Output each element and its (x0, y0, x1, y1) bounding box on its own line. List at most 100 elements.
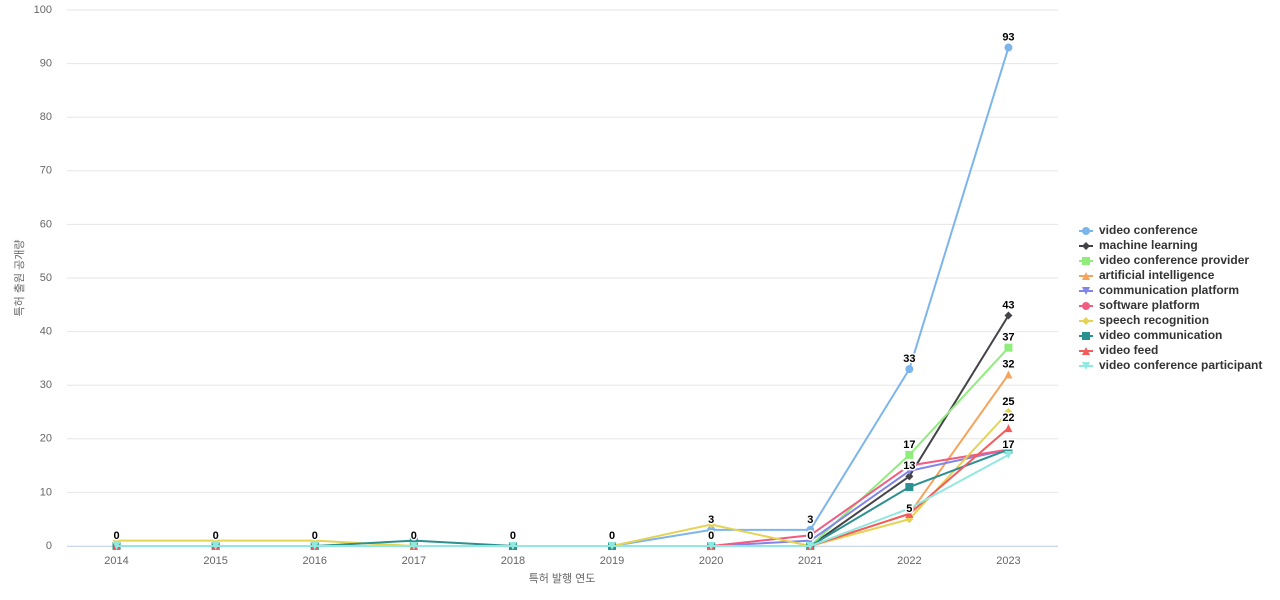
marker (806, 542, 815, 550)
legend-label[interactable]: video conference (1099, 223, 1198, 237)
x-tick-label: 2023 (996, 555, 1020, 567)
legend-label[interactable]: video communication (1099, 328, 1222, 342)
data-label: 0 (609, 530, 615, 542)
x-tick-label: 2014 (104, 555, 128, 567)
series (707, 311, 1013, 550)
y-tick-label: 50 (40, 272, 52, 284)
x-tick-label: 2021 (798, 555, 822, 567)
legend-label[interactable]: artificial intelligence (1099, 268, 1215, 282)
legend-label[interactable]: video conference provider (1099, 253, 1249, 267)
series (112, 43, 1013, 550)
marker (905, 365, 914, 374)
data-label: 3 (807, 514, 813, 526)
series-line (116, 47, 1010, 547)
data-label: 13 (903, 460, 915, 472)
x-axis-title: 특허 발행 연도 (529, 572, 596, 585)
y-tick-label: 100 (34, 4, 52, 16)
marker (707, 542, 716, 550)
series-line (711, 448, 1009, 547)
marker (1004, 311, 1013, 320)
data-label: 3 (708, 514, 714, 526)
marker (1004, 408, 1013, 416)
legend-label[interactable]: machine learning (1099, 238, 1198, 252)
marker (1004, 450, 1013, 459)
marker (211, 542, 220, 550)
data-label: 32 (1002, 358, 1014, 370)
data-label: 43 (1002, 299, 1014, 311)
data-label: 0 (708, 530, 714, 542)
data-label: 93 (1002, 31, 1014, 43)
x-tick-label: 2015 (203, 555, 227, 567)
marker (508, 542, 517, 550)
legend-label[interactable]: video feed (1099, 343, 1158, 357)
marker (806, 531, 815, 540)
data-label: 0 (213, 530, 219, 542)
series (112, 450, 1013, 550)
x-tick-label: 2020 (699, 555, 723, 567)
y-tick-label: 40 (40, 326, 52, 338)
data-label: 0 (312, 530, 318, 542)
marker (1004, 43, 1013, 52)
y-tick-label: 0 (46, 540, 52, 552)
y-tick-label: 80 (40, 111, 52, 123)
marker (1082, 257, 1090, 265)
x-tick-label: 2017 (402, 555, 426, 567)
series-line (711, 448, 1009, 547)
x-tick-label: 2016 (303, 555, 327, 567)
marker (1082, 332, 1090, 340)
marker (1082, 227, 1090, 235)
data-label: 17 (1002, 439, 1014, 451)
y-tick-label: 90 (40, 58, 52, 70)
data-label: 0 (113, 530, 119, 542)
marker (1082, 287, 1090, 295)
marker (1004, 370, 1013, 379)
marker (310, 542, 319, 550)
data-label: 25 (1002, 396, 1014, 408)
marker (409, 542, 418, 550)
data-label: 0 (807, 530, 813, 542)
data-label: 17 (903, 439, 915, 451)
marker (905, 450, 914, 459)
marker (1082, 362, 1090, 370)
marker (1082, 347, 1090, 355)
marker (112, 542, 121, 550)
data-label: 37 (1002, 332, 1014, 344)
legend-label[interactable]: speech recognition (1099, 313, 1209, 327)
series (112, 408, 1013, 550)
data-label: 22 (1002, 412, 1014, 424)
y-tick-label: 60 (40, 218, 52, 230)
marker (1082, 302, 1090, 310)
series (112, 343, 1013, 550)
y-tick-label: 10 (40, 486, 52, 498)
data-label: 33 (903, 353, 915, 365)
series-line (116, 448, 1009, 547)
data-label: 0 (411, 530, 417, 542)
y-axis-title: 특허 출원 공개량 (13, 240, 26, 317)
marker (905, 472, 914, 481)
marker (905, 509, 914, 518)
legend-label[interactable]: communication platform (1099, 283, 1239, 297)
x-tick-label: 2022 (897, 555, 921, 567)
marker (1004, 343, 1013, 352)
data-label: 5 (906, 503, 912, 515)
y-tick-label: 20 (40, 433, 52, 445)
x-tick-label: 2018 (501, 555, 525, 567)
marker (707, 525, 716, 534)
y-tick-label: 30 (40, 379, 52, 391)
marker (905, 483, 914, 492)
marker (1004, 424, 1013, 433)
marker (707, 520, 716, 529)
marker (905, 461, 914, 470)
series-line (116, 454, 1009, 547)
data-label: 0 (510, 530, 516, 542)
x-tick-label: 2019 (600, 555, 624, 567)
marker (1082, 317, 1090, 325)
marker (1082, 242, 1090, 250)
series-line (116, 347, 1010, 547)
series-line (711, 314, 1010, 547)
legend-label[interactable]: software platform (1099, 298, 1200, 312)
marker (1082, 272, 1090, 280)
marker (608, 542, 617, 550)
legend-label[interactable]: video conference participant (1099, 358, 1262, 372)
